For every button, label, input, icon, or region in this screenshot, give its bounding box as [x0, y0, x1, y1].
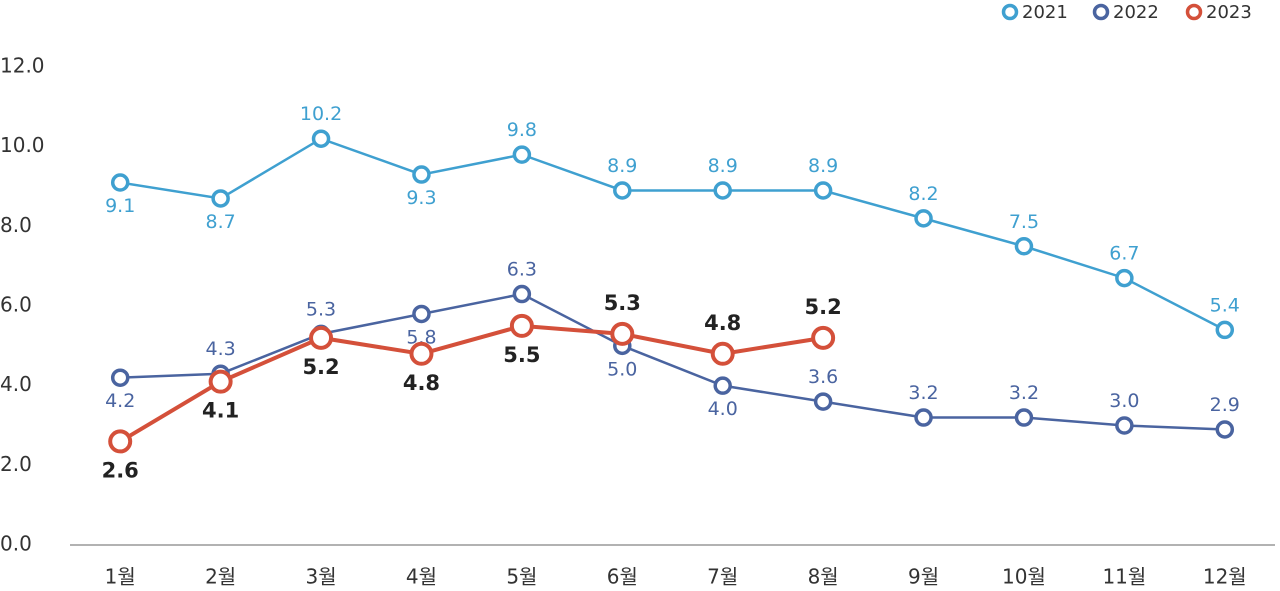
point — [1115, 268, 1134, 288]
point — [412, 304, 431, 324]
data-label: 2.9 — [1210, 394, 1240, 416]
point — [309, 325, 334, 350]
legend-marker — [1001, 3, 1019, 21]
y-tick-label: 2.0 — [0, 452, 32, 476]
point — [813, 181, 833, 200]
x-tick-label: 6월 — [607, 565, 638, 589]
series-line — [120, 137, 1226, 332]
point — [211, 189, 230, 208]
series-line — [120, 292, 1225, 431]
legend-marker — [1185, 3, 1203, 21]
data-label: 4.0 — [708, 398, 738, 420]
point — [914, 408, 933, 427]
x-tick-label: 2월 — [205, 565, 236, 589]
data-label: 5.5 — [503, 343, 540, 367]
data-label: 5.2 — [805, 295, 842, 319]
point — [914, 209, 933, 228]
data-label: 3.2 — [1009, 382, 1039, 404]
x-tick-label: 4월 — [406, 565, 437, 589]
data-label: 4.2 — [105, 390, 135, 412]
x-tick-label: 10월 — [1002, 565, 1046, 589]
x-tick-label: 12월 — [1203, 565, 1247, 589]
data-label: 9.1 — [105, 195, 135, 217]
point — [311, 129, 331, 148]
point — [710, 341, 735, 366]
data-label: 5.3 — [604, 291, 641, 315]
data-label: 3.0 — [1109, 390, 1139, 412]
series-line — [119, 323, 824, 444]
point — [1115, 416, 1134, 435]
y-tick-label: 4.0 — [0, 372, 32, 396]
x-tick-label: 5월 — [506, 565, 537, 589]
point — [509, 313, 534, 338]
x-tick-label: 3월 — [305, 565, 336, 589]
data-label: 5.3 — [306, 298, 336, 320]
x-tick-label: 8월 — [808, 565, 839, 589]
data-label: 8.7 — [206, 211, 236, 233]
data-label: 4.8 — [704, 311, 741, 335]
data-label: 2.6 — [102, 458, 139, 482]
data-label: 4.3 — [206, 338, 236, 360]
data-label: 6.7 — [1109, 243, 1139, 265]
point — [110, 368, 130, 387]
point — [1014, 237, 1034, 256]
data-label: 4.8 — [403, 371, 440, 395]
point — [108, 429, 133, 454]
legend-label: 2022 — [1113, 2, 1159, 23]
legend-label: 2021 — [1022, 2, 1068, 23]
y-tick-label: 8.0 — [0, 213, 32, 237]
point — [1014, 408, 1034, 427]
legend-label: 2023 — [1206, 2, 1252, 23]
point — [713, 376, 732, 395]
data-label: 5.0 — [607, 358, 637, 380]
y-tick-label: 12.0 — [0, 54, 45, 78]
data-label: 5.4 — [1210, 294, 1240, 316]
data-label: 8.9 — [808, 155, 838, 177]
y-tick-label: 6.0 — [0, 293, 32, 317]
point — [409, 341, 434, 366]
point — [811, 325, 836, 350]
data-label: 9.3 — [406, 187, 436, 209]
point — [610, 321, 635, 346]
data-label: 8.9 — [607, 155, 637, 177]
point — [110, 173, 130, 192]
data-label: 3.2 — [908, 382, 938, 404]
data-label: 3.6 — [808, 366, 838, 388]
y-tick-label: 0.0 — [0, 532, 32, 556]
point — [512, 284, 532, 304]
data-label: 10.2 — [300, 103, 342, 125]
data-label: 5.8 — [406, 326, 436, 348]
data-label: 4.1 — [202, 399, 239, 423]
point — [208, 369, 233, 394]
legend-marker — [1092, 3, 1110, 21]
data-label: 7.5 — [1009, 211, 1039, 233]
data-label: 8.9 — [708, 155, 738, 177]
x-tick-label: 7월 — [707, 565, 738, 589]
point — [1215, 320, 1235, 340]
point — [512, 145, 532, 164]
x-tick-label: 11월 — [1102, 565, 1146, 589]
data-label: 6.3 — [507, 259, 537, 281]
data-label: 5.2 — [302, 355, 339, 379]
point — [412, 165, 431, 184]
point — [813, 392, 833, 411]
point — [1215, 420, 1235, 439]
point — [713, 181, 732, 200]
x-tick-label: 9월 — [908, 565, 939, 589]
point — [613, 181, 632, 200]
data-label: 8.2 — [908, 183, 938, 205]
y-tick-label: 10.0 — [0, 133, 45, 157]
data-label: 9.8 — [507, 119, 537, 141]
x-tick-label: 1월 — [105, 565, 136, 589]
